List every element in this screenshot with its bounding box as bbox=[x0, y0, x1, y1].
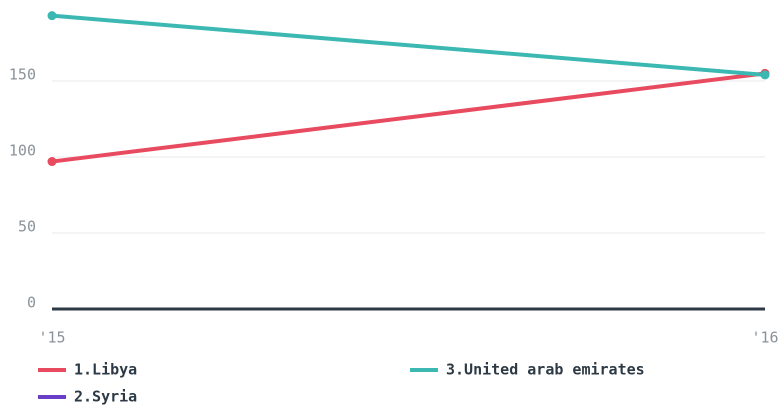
y-tick-label: 50 bbox=[18, 218, 36, 236]
x-tick-label: '15 bbox=[38, 329, 65, 347]
legend-label: 2.Syria bbox=[74, 388, 137, 405]
series-line bbox=[51, 71, 766, 164]
y-tick-label: 0 bbox=[27, 294, 36, 312]
legend-label: 1.Libya bbox=[74, 361, 137, 379]
data-point bbox=[47, 157, 57, 167]
series-line bbox=[51, 13, 766, 77]
x-tick-label: '16 bbox=[751, 329, 778, 347]
legend: 1.Libya 2.Syria 3.United arab emirates bbox=[38, 361, 645, 405]
data-point bbox=[47, 11, 57, 21]
y-tick-label: 100 bbox=[9, 142, 36, 160]
legend-label: 3.United arab emirates bbox=[446, 361, 645, 379]
data-point bbox=[760, 70, 770, 80]
y-tick-label: 150 bbox=[9, 66, 36, 84]
